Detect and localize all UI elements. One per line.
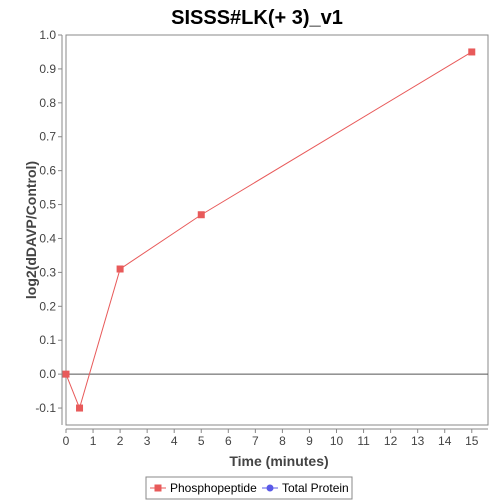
x-tick-label: 7	[252, 434, 259, 448]
y-tick-label: 0.5	[39, 198, 56, 212]
y-tick-label: 0.1	[39, 333, 56, 347]
x-tick-label: 3	[144, 434, 151, 448]
data-point	[76, 404, 84, 412]
x-tick-label: 2	[117, 434, 124, 448]
data-point	[197, 211, 205, 219]
y-tick-label: 0.3	[39, 265, 56, 279]
y-axis-label: log2(dDAVP/Control)	[23, 161, 39, 299]
y-tick-label: 1.0	[39, 28, 56, 42]
y-tick-label: -0.1	[35, 401, 56, 415]
y-tick-label: 0.8	[39, 96, 56, 110]
legend: Phosphopeptide Total Protein	[145, 476, 353, 500]
y-tick-label: 0.6	[39, 164, 56, 178]
legend-marker-0	[154, 484, 162, 492]
legend-label-1: Total Protein	[282, 481, 349, 495]
plot-area: -0.10.00.10.20.30.40.50.60.70.80.91.00 1 2…	[35, 28, 489, 448]
y-tick-label: 0.7	[39, 130, 56, 144]
data-point	[468, 48, 476, 56]
x-tick-label: 10	[330, 434, 344, 448]
data-point	[116, 265, 124, 273]
x-axis-label: Time (minutes)	[229, 453, 328, 469]
x-tick-label: 9	[306, 434, 313, 448]
legend-box	[145, 476, 353, 500]
x-tick-label: 14	[438, 434, 452, 448]
x-tick-label: 0	[63, 434, 70, 448]
x-tick-label: 13	[411, 434, 425, 448]
x-tick-label: 11	[357, 434, 370, 448]
x-tick-label: 8	[279, 434, 286, 448]
y-tick-label: 0.0	[39, 367, 56, 381]
x-tick-label: 1	[90, 434, 97, 448]
x-tick-label: 4	[171, 434, 178, 448]
x-tick-label: 12	[384, 434, 398, 448]
y-tick-label: 0.2	[39, 299, 56, 313]
y-tick-label: 0.9	[39, 62, 56, 76]
chart-title: SISSS#LK(+ 3)_v1	[171, 7, 343, 29]
x-tick-label: 5	[198, 434, 205, 448]
y-tick-label: 0.4	[39, 231, 56, 245]
x-tick-label: 6	[225, 434, 232, 448]
data-point	[62, 370, 70, 378]
legend-label-0: Phosphopeptide	[170, 481, 257, 495]
x-tick-label: 15	[465, 434, 479, 448]
plot-frame	[65, 34, 489, 426]
legend-marker-1	[266, 484, 274, 492]
